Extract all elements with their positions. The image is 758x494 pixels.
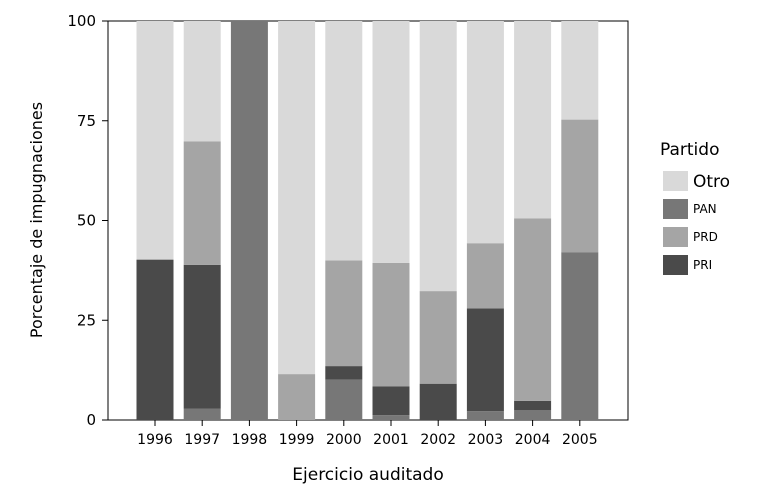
bar-pan-1998 — [230, 21, 268, 420]
legend-label-pri: PRI — [693, 258, 712, 272]
y-tick-label: 100 — [67, 12, 96, 30]
bar-pan-2005 — [561, 252, 599, 420]
x-tick-label: 2001 — [373, 432, 409, 448]
legend-title: Partido — [660, 140, 719, 160]
x-tick-label: 1996 — [137, 432, 173, 448]
bar-otro-2000 — [325, 21, 363, 261]
bar-prd-2004 — [514, 218, 552, 401]
x-tick-label: 2002 — [420, 432, 456, 448]
x-tick-label: 2003 — [468, 432, 504, 448]
bar-pan-2004 — [514, 410, 552, 420]
bar-prd-2001 — [372, 262, 410, 387]
bar-prd-1999 — [278, 374, 316, 420]
x-tick-label: 1998 — [232, 432, 268, 448]
bar-pri-2000 — [325, 366, 363, 380]
y-axis: 0 25 50 75 100 — [67, 12, 108, 429]
bar-pri-2002 — [419, 383, 457, 420]
bar-prd-2002 — [419, 291, 457, 384]
bar-pan-2001 — [372, 415, 410, 420]
x-tick-label: 1997 — [184, 432, 220, 448]
y-tick-label: 25 — [77, 311, 96, 329]
legend: Partido Otro PAN PRD PRI — [660, 140, 730, 275]
bar-otro-2002 — [419, 21, 457, 292]
bar-pri-2003 — [466, 308, 504, 412]
bar-pri-2004 — [514, 400, 552, 410]
bar-prd-2000 — [325, 260, 363, 367]
bar-pan-2003 — [466, 411, 504, 420]
bar-otro-2004 — [514, 21, 552, 219]
bar-otro-2005 — [561, 21, 599, 120]
x-axis: 1996 1997 1998 1999 2000 2001 2002 2003 2004 2005 — [137, 420, 598, 448]
legend-swatch-pan — [663, 199, 688, 219]
bar-pri-2001 — [372, 386, 410, 416]
bar-otro-1999 — [278, 21, 316, 375]
legend-label-prd: PRD — [693, 230, 718, 244]
y-tick-label: 0 — [86, 411, 96, 429]
bars-group — [136, 21, 599, 420]
bar-pan-2000 — [325, 379, 363, 420]
y-axis-title: Porcentaje de impugnaciones — [27, 102, 46, 338]
legend-swatch-pri — [663, 255, 688, 275]
bar-pri-1996 — [136, 259, 174, 420]
bar-pri-1997 — [183, 264, 221, 409]
bar-otro-1997 — [183, 21, 221, 142]
bar-otro-1996 — [136, 21, 174, 260]
bar-prd-2003 — [466, 243, 504, 309]
legend-swatch-otro — [663, 171, 688, 191]
bar-pan-1997 — [183, 408, 221, 420]
x-tick-label: 2004 — [515, 432, 551, 448]
x-axis-title: Ejercicio auditado — [292, 465, 443, 485]
legend-swatch-prd — [663, 227, 688, 247]
bar-prd-1997 — [183, 141, 221, 265]
x-tick-label: 2000 — [326, 432, 362, 448]
bar-prd-2005 — [561, 119, 599, 253]
y-tick-label: 75 — [77, 112, 96, 130]
y-tick-label: 50 — [77, 212, 96, 230]
x-tick-label: 1999 — [279, 432, 315, 448]
legend-label-pan: PAN — [693, 202, 717, 216]
legend-label-otro: Otro — [693, 172, 730, 192]
x-tick-label: 2005 — [562, 432, 598, 448]
bar-otro-2001 — [372, 21, 410, 263]
bar-otro-2003 — [466, 21, 504, 244]
